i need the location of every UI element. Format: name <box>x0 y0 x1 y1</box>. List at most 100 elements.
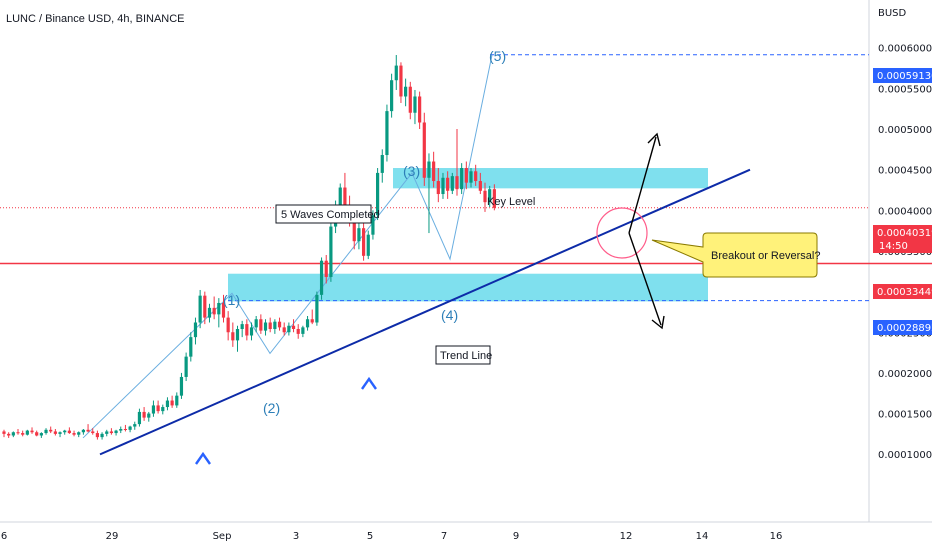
wave-label-4: (4) <box>441 307 458 323</box>
candle <box>81 428 85 435</box>
candle <box>319 257 324 300</box>
candle <box>240 320 244 338</box>
candle <box>91 428 95 435</box>
price-tag-high: 0.00059130 <box>873 68 932 83</box>
price-tag-support: 0.00033449 <box>873 284 932 299</box>
candle <box>21 430 25 437</box>
candle <box>394 55 398 90</box>
price-tag-countdown: 14:50 <box>879 241 908 252</box>
candle <box>460 163 464 195</box>
price-tag-current-text: 0.00040319 <box>877 228 932 239</box>
candle <box>119 426 123 434</box>
price-tick-label: 0.00060000 <box>878 44 932 55</box>
candle <box>156 400 160 414</box>
candle <box>217 298 221 328</box>
candle <box>142 407 146 421</box>
candle <box>478 172 482 195</box>
candle <box>16 428 20 435</box>
candle <box>282 322 286 336</box>
candle <box>235 325 240 352</box>
candle <box>263 319 268 336</box>
candle <box>226 311 230 341</box>
candle <box>184 352 188 382</box>
candle <box>436 168 440 203</box>
trend-line-box <box>435 345 491 365</box>
candle <box>474 164 478 186</box>
candle <box>422 112 426 186</box>
candle <box>245 319 249 341</box>
candle <box>207 303 212 323</box>
time-tick-label: 3 <box>293 531 299 542</box>
candle <box>464 161 468 190</box>
reversal-arrow <box>628 232 665 330</box>
candle <box>30 427 34 434</box>
candle <box>385 104 389 162</box>
candle <box>63 429 67 435</box>
callout-bubble <box>651 232 818 278</box>
candle <box>390 73 394 118</box>
wave-label-1: (1) <box>223 292 240 308</box>
candle <box>469 168 473 188</box>
candle <box>268 317 272 333</box>
candle <box>324 255 328 284</box>
candle <box>11 431 15 438</box>
candle <box>376 168 380 221</box>
key-level-label: Key Level <box>487 196 535 208</box>
price-tag-low-text: 0.00028892 <box>877 323 932 334</box>
wave-label-2: (2) <box>263 400 280 416</box>
candle <box>77 431 81 438</box>
five-waves-box <box>275 204 372 224</box>
highlight-circle <box>596 207 648 259</box>
candle <box>105 429 109 437</box>
candle <box>249 322 254 341</box>
candle <box>165 397 170 411</box>
candle <box>44 428 48 435</box>
candle <box>418 91 422 129</box>
candle <box>114 429 118 436</box>
time-tick-label: 7 <box>441 531 447 542</box>
candle <box>123 424 128 432</box>
candle <box>203 291 207 325</box>
price-tag-low: 0.00028892 <box>873 320 932 335</box>
candle <box>193 317 198 345</box>
candle <box>53 428 57 436</box>
wave-label-5: (5) <box>489 48 506 64</box>
candle <box>221 294 226 323</box>
candle <box>329 222 333 282</box>
candle <box>432 151 436 188</box>
elliott-wave-path <box>82 54 493 439</box>
candle <box>161 404 165 415</box>
candle <box>109 428 114 435</box>
candlestick-series <box>2 55 496 440</box>
candle <box>72 430 76 437</box>
price-tag-high-text: 0.00059130 <box>877 71 932 82</box>
candle <box>175 392 179 408</box>
candle <box>49 426 53 434</box>
candle <box>310 309 314 325</box>
candle <box>179 372 184 399</box>
candle <box>305 315 310 331</box>
candle <box>277 317 282 331</box>
candle <box>128 425 132 433</box>
candle <box>291 319 296 333</box>
candle <box>137 408 142 427</box>
candle <box>455 129 459 196</box>
candle <box>2 429 6 438</box>
chart-title: LUNC / Binance USD, 4h, BINANCE <box>6 13 185 25</box>
candle <box>86 424 90 433</box>
time-tick-label: 6 <box>1 531 7 542</box>
candle <box>39 432 43 438</box>
candle <box>357 223 361 250</box>
candle <box>446 171 450 199</box>
candle <box>35 430 39 437</box>
time-tick-label: 14 <box>696 531 709 542</box>
wave-label-3: (3) <box>403 163 420 179</box>
chevron-up-icon <box>361 376 377 390</box>
time-axis-ticks: 6 29 Sep 3 5 7 9 12 14 16 <box>1 531 783 542</box>
